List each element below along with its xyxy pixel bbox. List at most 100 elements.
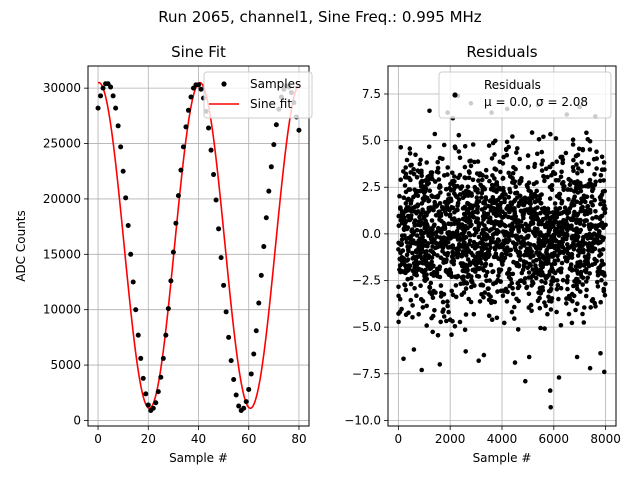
residual-point	[554, 309, 559, 315]
residual-point	[579, 168, 585, 174]
residual-point	[571, 217, 577, 222]
residual-outlier-point	[587, 365, 593, 371]
residual-point	[533, 257, 539, 263]
residual-point	[501, 188, 506, 194]
sample-point	[158, 374, 164, 380]
residual-point	[530, 267, 535, 272]
sample-point	[198, 86, 204, 92]
sample-point	[236, 403, 242, 409]
residual-point	[414, 233, 420, 238]
sample-point	[228, 358, 234, 364]
residual-point	[405, 257, 411, 262]
residual-point	[396, 284, 401, 290]
sample-point	[206, 125, 212, 131]
residual-point	[463, 243, 468, 248]
residual-point	[510, 291, 516, 297]
residual-point	[491, 226, 497, 231]
residual-point	[496, 207, 501, 212]
residual-outlier-point	[481, 352, 487, 358]
residual-point	[434, 241, 439, 246]
residual-point	[585, 137, 591, 142]
residual-point	[398, 250, 403, 256]
residual-point	[514, 150, 519, 155]
residual-point	[448, 188, 454, 193]
residual-outlier-point	[427, 108, 432, 114]
residual-point	[507, 237, 512, 243]
residual-point	[423, 277, 429, 282]
residual-point	[453, 283, 459, 288]
residual-outlier-point	[437, 362, 443, 367]
residual-point	[456, 217, 462, 223]
residual-point	[567, 182, 573, 187]
residual-point	[521, 202, 527, 208]
residual-point	[447, 270, 453, 276]
residual-point	[521, 215, 526, 221]
residual-point	[399, 258, 404, 263]
residual-point	[538, 200, 544, 206]
residual-point	[528, 189, 533, 194]
residual-point	[560, 236, 566, 241]
residual-point	[479, 207, 485, 212]
residual-point	[480, 177, 485, 183]
residual-point	[505, 271, 510, 276]
residual-point	[446, 309, 451, 315]
residual-point	[436, 177, 442, 182]
residual-point	[543, 280, 548, 286]
residual-point	[474, 199, 480, 204]
residual-point	[590, 223, 595, 228]
residual-point	[481, 295, 486, 300]
residual-point	[542, 178, 547, 184]
residual-point	[426, 241, 431, 246]
residual-point	[526, 275, 532, 280]
residual-point	[461, 227, 466, 233]
residual-point	[403, 287, 409, 293]
residual-point	[558, 174, 564, 180]
residual-point	[597, 178, 603, 184]
residual-point	[414, 175, 420, 180]
residual-point	[415, 193, 421, 198]
residual-point	[536, 239, 541, 245]
residual-point	[442, 237, 447, 242]
residual-point	[493, 253, 498, 258]
residual-point	[565, 286, 570, 292]
residual-point	[594, 166, 599, 171]
residual-point	[577, 250, 583, 255]
legend-residuals-stats: μ = 0.0, σ = 2.08	[484, 95, 588, 109]
residual-point	[447, 214, 453, 219]
residual-point	[482, 223, 487, 228]
residual-point	[560, 157, 566, 163]
residual-point	[463, 268, 468, 273]
residual-point	[409, 275, 414, 281]
residual-point	[466, 201, 472, 207]
residual-point	[516, 227, 521, 232]
sine-fit-ytick-label: 15000	[43, 247, 81, 261]
residual-point	[510, 134, 515, 139]
residual-point	[458, 186, 464, 191]
sample-point	[145, 402, 151, 408]
residual-outlier-point	[476, 358, 482, 364]
residual-point	[545, 220, 550, 226]
residual-point	[462, 164, 468, 170]
residual-point	[588, 305, 593, 310]
residual-point	[599, 167, 605, 172]
sample-point	[163, 332, 169, 338]
residual-point	[475, 243, 480, 249]
residual-point	[517, 181, 522, 186]
residual-point	[444, 318, 449, 324]
residual-point	[447, 244, 453, 250]
residual-point	[437, 217, 442, 222]
sample-point	[100, 85, 106, 91]
residual-point	[574, 162, 579, 167]
residual-point	[448, 236, 453, 241]
residual-point	[580, 311, 585, 317]
residual-point	[555, 283, 561, 288]
residual-point	[501, 241, 507, 246]
residual-point	[492, 247, 498, 252]
residual-point	[427, 284, 432, 290]
residual-point	[545, 232, 551, 238]
residual-point	[419, 179, 425, 185]
residual-point	[396, 247, 401, 252]
residual-point	[527, 261, 532, 267]
residual-point	[595, 279, 600, 285]
residual-point	[396, 319, 401, 325]
